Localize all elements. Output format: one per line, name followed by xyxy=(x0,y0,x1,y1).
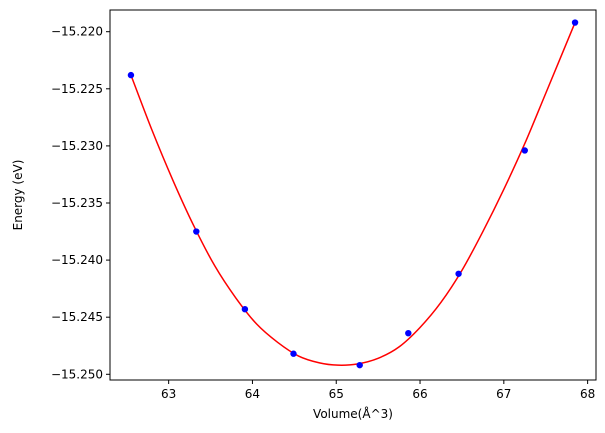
x-tick-label: 66 xyxy=(412,387,427,401)
y-tick-label: −15.250 xyxy=(51,367,103,381)
data-point xyxy=(241,305,249,313)
y-axis-ticks: −15.220 −15.225 −15.230 −15.235 −15.240 −15.2… xyxy=(51,25,110,381)
x-axis-ticks: 63 64 65 66 67 68 xyxy=(161,380,595,401)
x-tick-label: 67 xyxy=(496,387,511,401)
y-tick-label: −15.230 xyxy=(51,139,103,153)
x-tick-label: 68 xyxy=(580,387,595,401)
data-point xyxy=(356,361,363,369)
data-point xyxy=(405,329,412,337)
x-tick-label: 63 xyxy=(161,387,176,401)
fit-curve-layer xyxy=(130,22,576,366)
data-point xyxy=(521,147,528,154)
data-point xyxy=(290,350,297,357)
data-point xyxy=(193,228,200,235)
x-tick-label: 64 xyxy=(245,387,260,401)
data-points-layer xyxy=(127,19,579,369)
plot-frame xyxy=(109,9,597,381)
data-point xyxy=(571,19,579,26)
y-tick-label: −15.245 xyxy=(51,310,103,324)
y-axis-label: Energy (eV) xyxy=(11,160,25,231)
data-point xyxy=(127,71,135,79)
y-tick-label: −15.220 xyxy=(51,25,103,39)
y-tick-label: −15.225 xyxy=(51,82,103,96)
x-axis-label: Volume(Å^3) xyxy=(313,406,393,421)
fit-curve-line xyxy=(130,22,576,366)
y-tick-label: −15.240 xyxy=(51,253,103,267)
x-tick-label: 65 xyxy=(329,387,344,401)
data-point xyxy=(455,270,462,277)
y-tick-label: −15.235 xyxy=(51,196,103,210)
